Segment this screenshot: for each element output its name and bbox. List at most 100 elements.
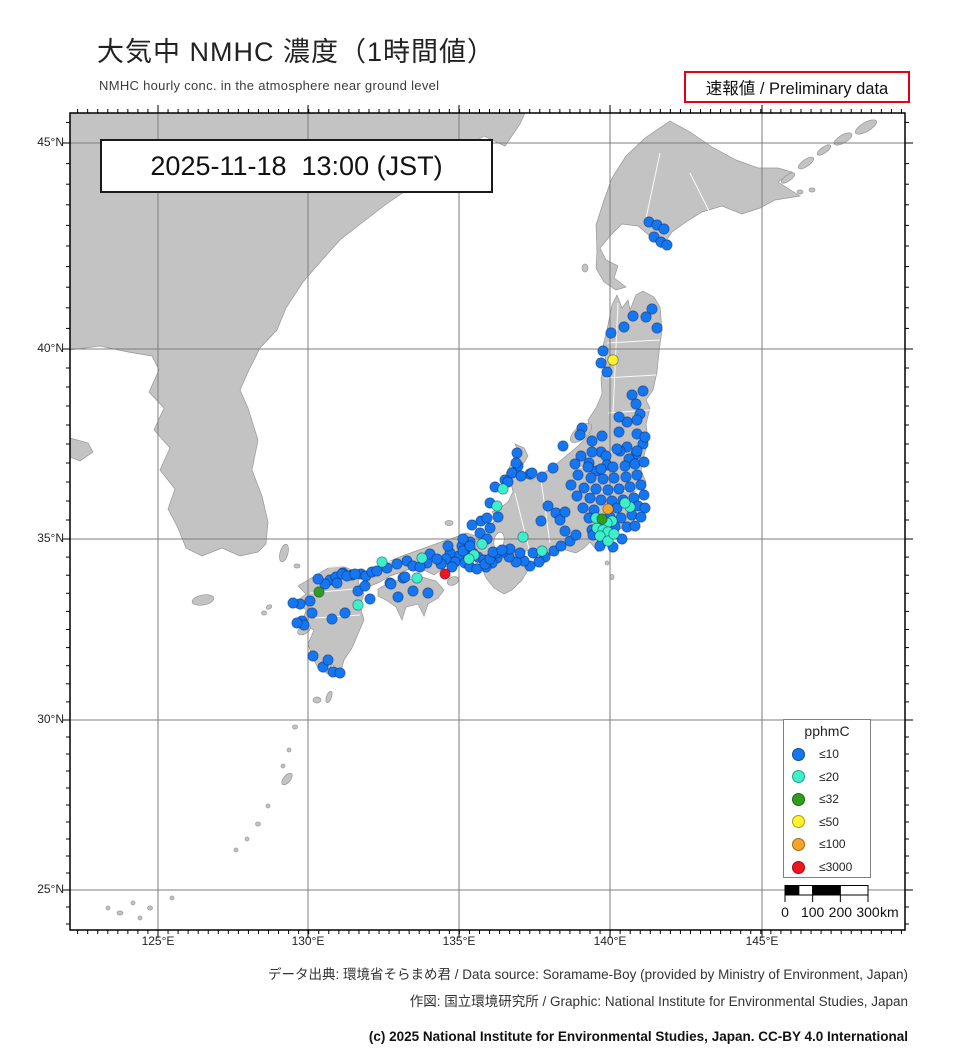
station-dot-le10: [291, 617, 303, 629]
station-dot-le10: [570, 529, 582, 541]
station-dot-le10: [407, 585, 419, 597]
station-dot-le20: [608, 528, 620, 540]
station-dot-le20: [491, 500, 503, 512]
station-dot-le10: [527, 547, 539, 559]
station-dot-le10: [630, 398, 642, 410]
station-dot-le10: [334, 667, 346, 679]
station-dot-le20: [411, 572, 423, 584]
gridlines: [70, 113, 905, 930]
island-oki: [444, 520, 454, 526]
station-dot-le10: [631, 414, 643, 426]
station-dot-le10: [359, 580, 371, 592]
station-dot-le10: [572, 469, 584, 481]
station-dot-le10: [510, 457, 522, 469]
legend-label: ≤10: [819, 747, 839, 761]
station-dot-le10: [613, 426, 625, 438]
station-dot-le10: [596, 430, 608, 442]
island-ryukyu-4: [265, 803, 271, 809]
island-kuril-1: [780, 172, 796, 184]
island-kuril-4: [833, 132, 853, 146]
station-dot-le10: [565, 479, 577, 491]
lon-label: 125°E: [141, 934, 175, 948]
preliminary-data-badge: 速報値 / Preliminary data: [684, 71, 910, 103]
scale-bar-segment: [798, 885, 814, 896]
island-kuril-2: [798, 156, 814, 170]
station-dot-le10: [661, 239, 673, 251]
land-hokkaido: [595, 120, 801, 291]
island-ryukyu-6: [244, 836, 250, 842]
station-dot-le20: [463, 553, 475, 565]
station-dot-le10: [349, 568, 361, 580]
station-dot-le10: [422, 587, 434, 599]
station-dot-le10: [646, 303, 658, 315]
station-dot-le10: [559, 506, 571, 518]
island-ryukyu-5: [255, 821, 261, 827]
legend-dot-icon: [792, 815, 805, 829]
island-ryukyu-7: [233, 847, 239, 853]
island-tsushima: [279, 543, 289, 563]
legend-title: pphmC: [804, 723, 850, 739]
legend-label: ≤3000: [819, 860, 853, 874]
station-dot-le10: [492, 511, 504, 523]
station-dot-le10: [331, 577, 343, 589]
station-dot-le10: [607, 461, 619, 473]
map-frame: [69, 112, 906, 931]
island-tanegashima: [325, 690, 333, 704]
station-dot-le10: [466, 519, 478, 531]
station-dot-le10: [287, 597, 299, 609]
station-dot-le10: [496, 544, 508, 556]
legend-row-le32: ≤32: [784, 791, 872, 807]
station-dot-le10: [631, 445, 643, 457]
island-sakishima-2: [147, 905, 153, 911]
station-dot-le10: [555, 540, 567, 552]
station-dot-le10: [514, 547, 526, 559]
legend-row-le10: ≤10: [784, 746, 872, 762]
timestamp-label: 2025-11-18 13:00 (JST): [150, 150, 443, 181]
map-area: 0 100 200 300 km: [58, 101, 917, 954]
island-izu-3: [609, 574, 615, 580]
station-dot-le10: [533, 556, 545, 568]
station-dot-le10: [585, 472, 597, 484]
station-dot-le10: [639, 502, 651, 514]
station-dot-le10: [586, 435, 598, 447]
scale-bar-label: 200: [829, 904, 853, 920]
station-dot-le10: [582, 461, 594, 473]
lat-label: 35°N: [37, 531, 64, 545]
station-dot-le10: [590, 483, 602, 495]
preliminary-data-label: 速報値 / Preliminary data: [705, 80, 889, 98]
japan-map-svg: 0 100 200 300 km: [62, 105, 913, 938]
island-okushiri: [581, 263, 589, 273]
station-dot-le100: [602, 503, 614, 515]
station-dot-le10: [635, 479, 647, 491]
island-kuril-6: [796, 189, 804, 195]
legend-dot-icon: [792, 837, 805, 851]
station-dot-le10: [611, 443, 623, 455]
station-dot-le10: [559, 525, 571, 537]
island-ryukyu-3: [280, 763, 286, 769]
island-sakishima-1: [169, 895, 175, 901]
island-ryukyu-1: [292, 724, 298, 730]
station-dot-le10: [306, 607, 318, 619]
legend-label: ≤32: [819, 792, 839, 807]
station-dot-le10: [626, 389, 638, 401]
lon-label: 140°E: [593, 934, 627, 948]
station-dot-le10: [638, 456, 650, 468]
station-dot-le10: [586, 446, 598, 458]
legend-label: ≤50: [819, 814, 839, 829]
island-kuril-7: [808, 187, 816, 193]
station-dots: [287, 216, 673, 679]
legend-label: ≤20: [819, 769, 839, 784]
station-dot-le10: [638, 489, 650, 501]
timestamp-box: 2025-11-18 13:00 (JST): [100, 139, 493, 193]
footer-copyright-line: (c) 2025 National Institute for Environm…: [368, 1029, 908, 1044]
station-dot-le10: [597, 345, 609, 357]
station-dot-le10: [602, 484, 614, 496]
scale-bar-label: 100: [801, 904, 825, 920]
lat-label: 30°N: [37, 712, 64, 726]
station-dot-le10: [575, 450, 587, 462]
station-dot-le10: [624, 481, 636, 493]
station-dot-le10: [487, 546, 499, 558]
legend-dot-icon: [792, 860, 805, 874]
station-dot-le20: [602, 535, 614, 547]
lon-label: 130°E: [291, 934, 325, 948]
